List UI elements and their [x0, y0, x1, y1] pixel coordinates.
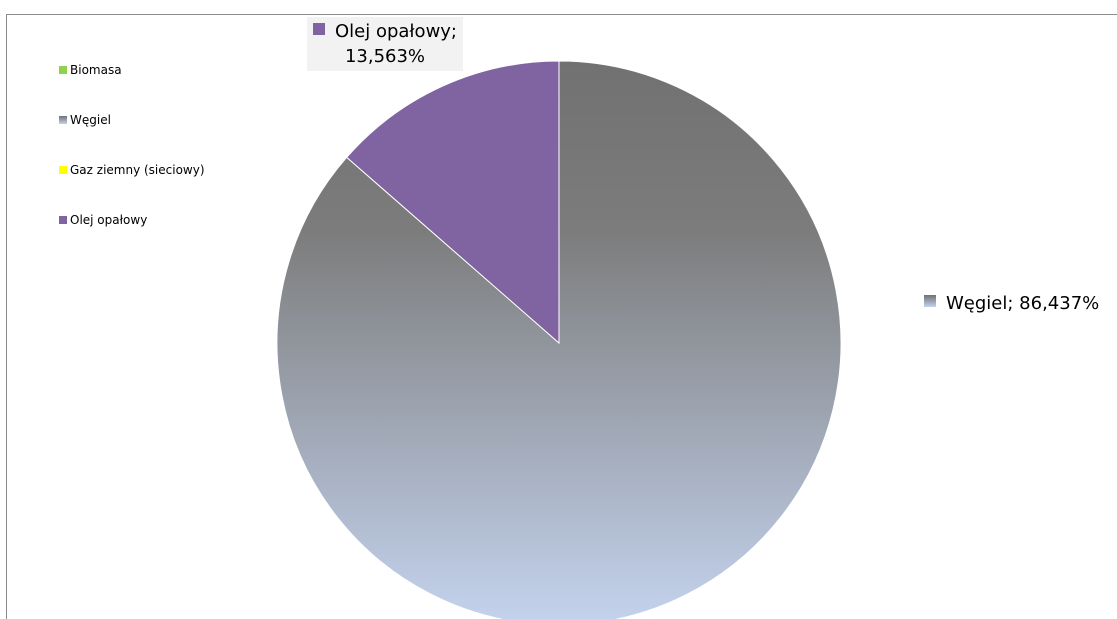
legend-swatch-gaz: [59, 166, 67, 174]
data-label-olej: Olej opałowy; 13,563%: [307, 17, 464, 71]
data-label-olej-line1: Olej opałowy;: [335, 21, 458, 42]
legend-swatch-wegiel: [59, 116, 67, 124]
data-label-swatch-wegiel: [924, 295, 936, 307]
legend-swatch-biomasa: [59, 66, 67, 74]
data-label-wegiel: Węgiel; 86,437%: [924, 293, 1099, 314]
legend-item-olej: Olej opałowy: [59, 213, 147, 227]
legend-label-olej: Olej opałowy: [70, 213, 148, 227]
legend-item-wegiel: Węgiel: [59, 113, 111, 127]
chart-area: Biomasa Węgiel Gaz ziemny (sieciowy) Ole…: [6, 14, 1117, 619]
legend-item-biomasa: Biomasa: [59, 63, 122, 77]
data-label-olej-line2: 13,563%: [344, 46, 426, 67]
legend-label-wegiel: Węgiel: [70, 113, 111, 127]
legend-item-gaz: Gaz ziemny (sieciowy): [59, 163, 205, 177]
legend-swatch-olej: [59, 216, 67, 224]
pie-chart: [276, 60, 842, 619]
pie-slice-olej: [346, 60, 560, 345]
legend-label-gaz: Gaz ziemny (sieciowy): [70, 163, 205, 177]
data-label-swatch-olej: [313, 23, 325, 35]
data-label-wegiel-text: Węgiel; 86,437%: [946, 293, 1100, 314]
legend-label-biomasa: Biomasa: [70, 63, 122, 77]
